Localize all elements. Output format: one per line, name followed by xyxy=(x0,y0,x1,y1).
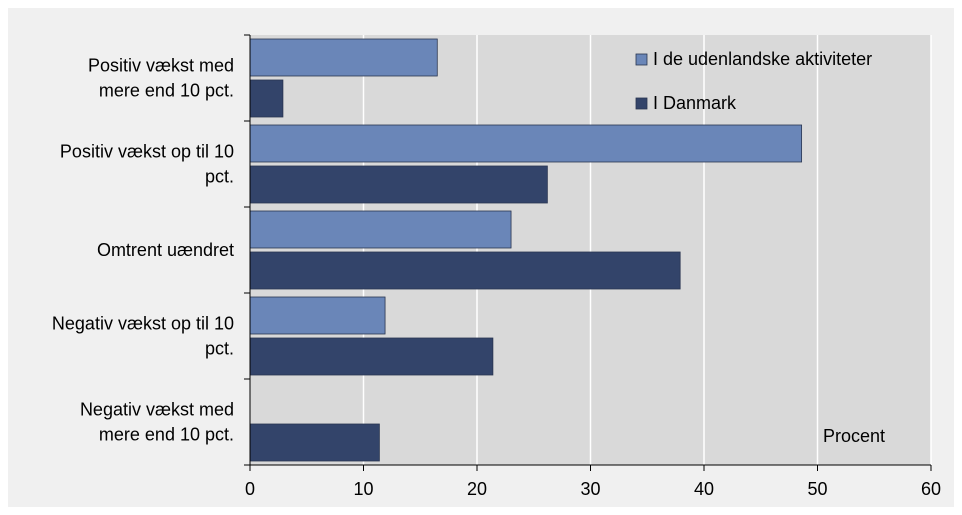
legend-label-1: I Danmark xyxy=(653,93,737,113)
chart-container: 0 10 20 30 40 50 60 Positiv vækst med mere end 1… xyxy=(8,8,954,507)
bar-3-series-1 xyxy=(249,337,494,376)
unit-label: Procent xyxy=(823,426,885,446)
bar-2-series-1 xyxy=(249,251,681,290)
x-tick-label-5: 50 xyxy=(807,479,827,499)
category-label-0: Positiv vækst med mere end 10 pct. xyxy=(88,56,234,101)
x-tick-label-0: 0 xyxy=(245,479,255,499)
legend-swatch-1 xyxy=(635,97,648,110)
bar-4-series-1 xyxy=(249,423,380,462)
bar-chart: 0 10 20 30 40 50 60 Positiv vækst med mere end 1… xyxy=(52,34,941,499)
category-label-4: Negativ vækst med mere end 10 pct. xyxy=(80,400,234,445)
category-label-2: Omtrent uændret xyxy=(97,240,234,260)
category-label-3-line-0: Negativ vækst op til 10 xyxy=(52,314,234,334)
category-label-0-line-0: Positiv vækst med xyxy=(88,56,234,76)
x-tick-label-6: 60 xyxy=(921,479,941,499)
category-label-4-line-1: mere end 10 pct. xyxy=(99,425,234,445)
bar-1-series-0 xyxy=(249,124,803,163)
category-label-3-line-1: pct. xyxy=(205,339,234,359)
bar-3-series-0 xyxy=(249,296,386,335)
category-label-2-line-0: Omtrent uændret xyxy=(97,240,234,260)
x-tick-label-1: 10 xyxy=(353,479,373,499)
category-label-1-line-0: Positiv vækst op til 10 xyxy=(60,142,234,162)
bar-2-series-0 xyxy=(249,210,512,249)
category-label-4-line-0: Negativ vækst med xyxy=(80,400,234,420)
bar-0-series-0 xyxy=(249,38,438,77)
category-label-1-line-1: pct. xyxy=(205,167,234,187)
category-label-1: Positiv vækst op til 10 pct. xyxy=(60,142,234,187)
bar-0-series-1 xyxy=(249,79,284,118)
bar-1-series-1 xyxy=(249,165,548,204)
x-tick-label-4: 40 xyxy=(694,479,714,499)
x-tick-label-2: 20 xyxy=(467,479,487,499)
x-tick-label-3: 30 xyxy=(580,479,600,499)
legend-label-0: I de udenlandske aktiviteter xyxy=(653,49,872,69)
category-label-3: Negativ vækst op til 10 pct. xyxy=(52,314,234,359)
category-label-0-line-1: mere end 10 pct. xyxy=(99,81,234,101)
legend-swatch-0 xyxy=(635,53,648,66)
